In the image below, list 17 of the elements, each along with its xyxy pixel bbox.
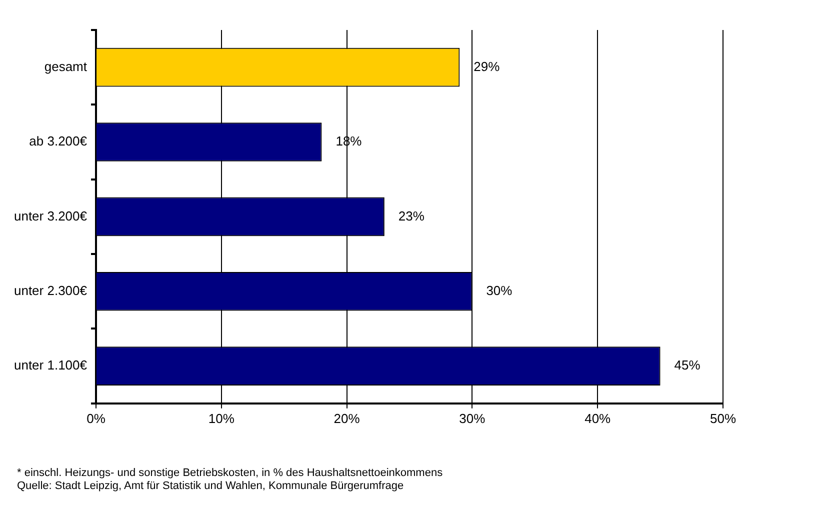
x-tick-label: 40% bbox=[584, 410, 612, 426]
data-label: 29% bbox=[474, 58, 500, 74]
x-tick-label: 0% bbox=[86, 410, 106, 426]
source-note: Quelle: Stadt Leipzig, Amt für Statistik und Wahlen, Kommunale Bürgerumfrage bbox=[17, 480, 405, 493]
x-tick-label: 20% bbox=[334, 410, 360, 426]
x-tick-label: 50% bbox=[710, 410, 736, 426]
y-tick-label: gesamt bbox=[44, 58, 88, 74]
x-tick-label: 10% bbox=[208, 410, 235, 426]
text: * einschl. Heizungs- und sonstige Betriebskosten, in % des Haushaltsnettoeinkommens bbox=[17, 467, 443, 480]
y-tick-label: unter 1.100€ bbox=[14, 358, 88, 373]
y-tick-label: unter 3.200€ bbox=[14, 208, 88, 224]
y-tick-label: ab 3.200€ bbox=[29, 134, 88, 149]
data-label: 30% bbox=[486, 282, 513, 298]
y-tick-label: unter 2.300€ bbox=[14, 282, 88, 298]
x-tick-label: 30% bbox=[459, 410, 486, 426]
data-label: 45% bbox=[674, 358, 701, 373]
data-label: 23% bbox=[398, 208, 425, 224]
